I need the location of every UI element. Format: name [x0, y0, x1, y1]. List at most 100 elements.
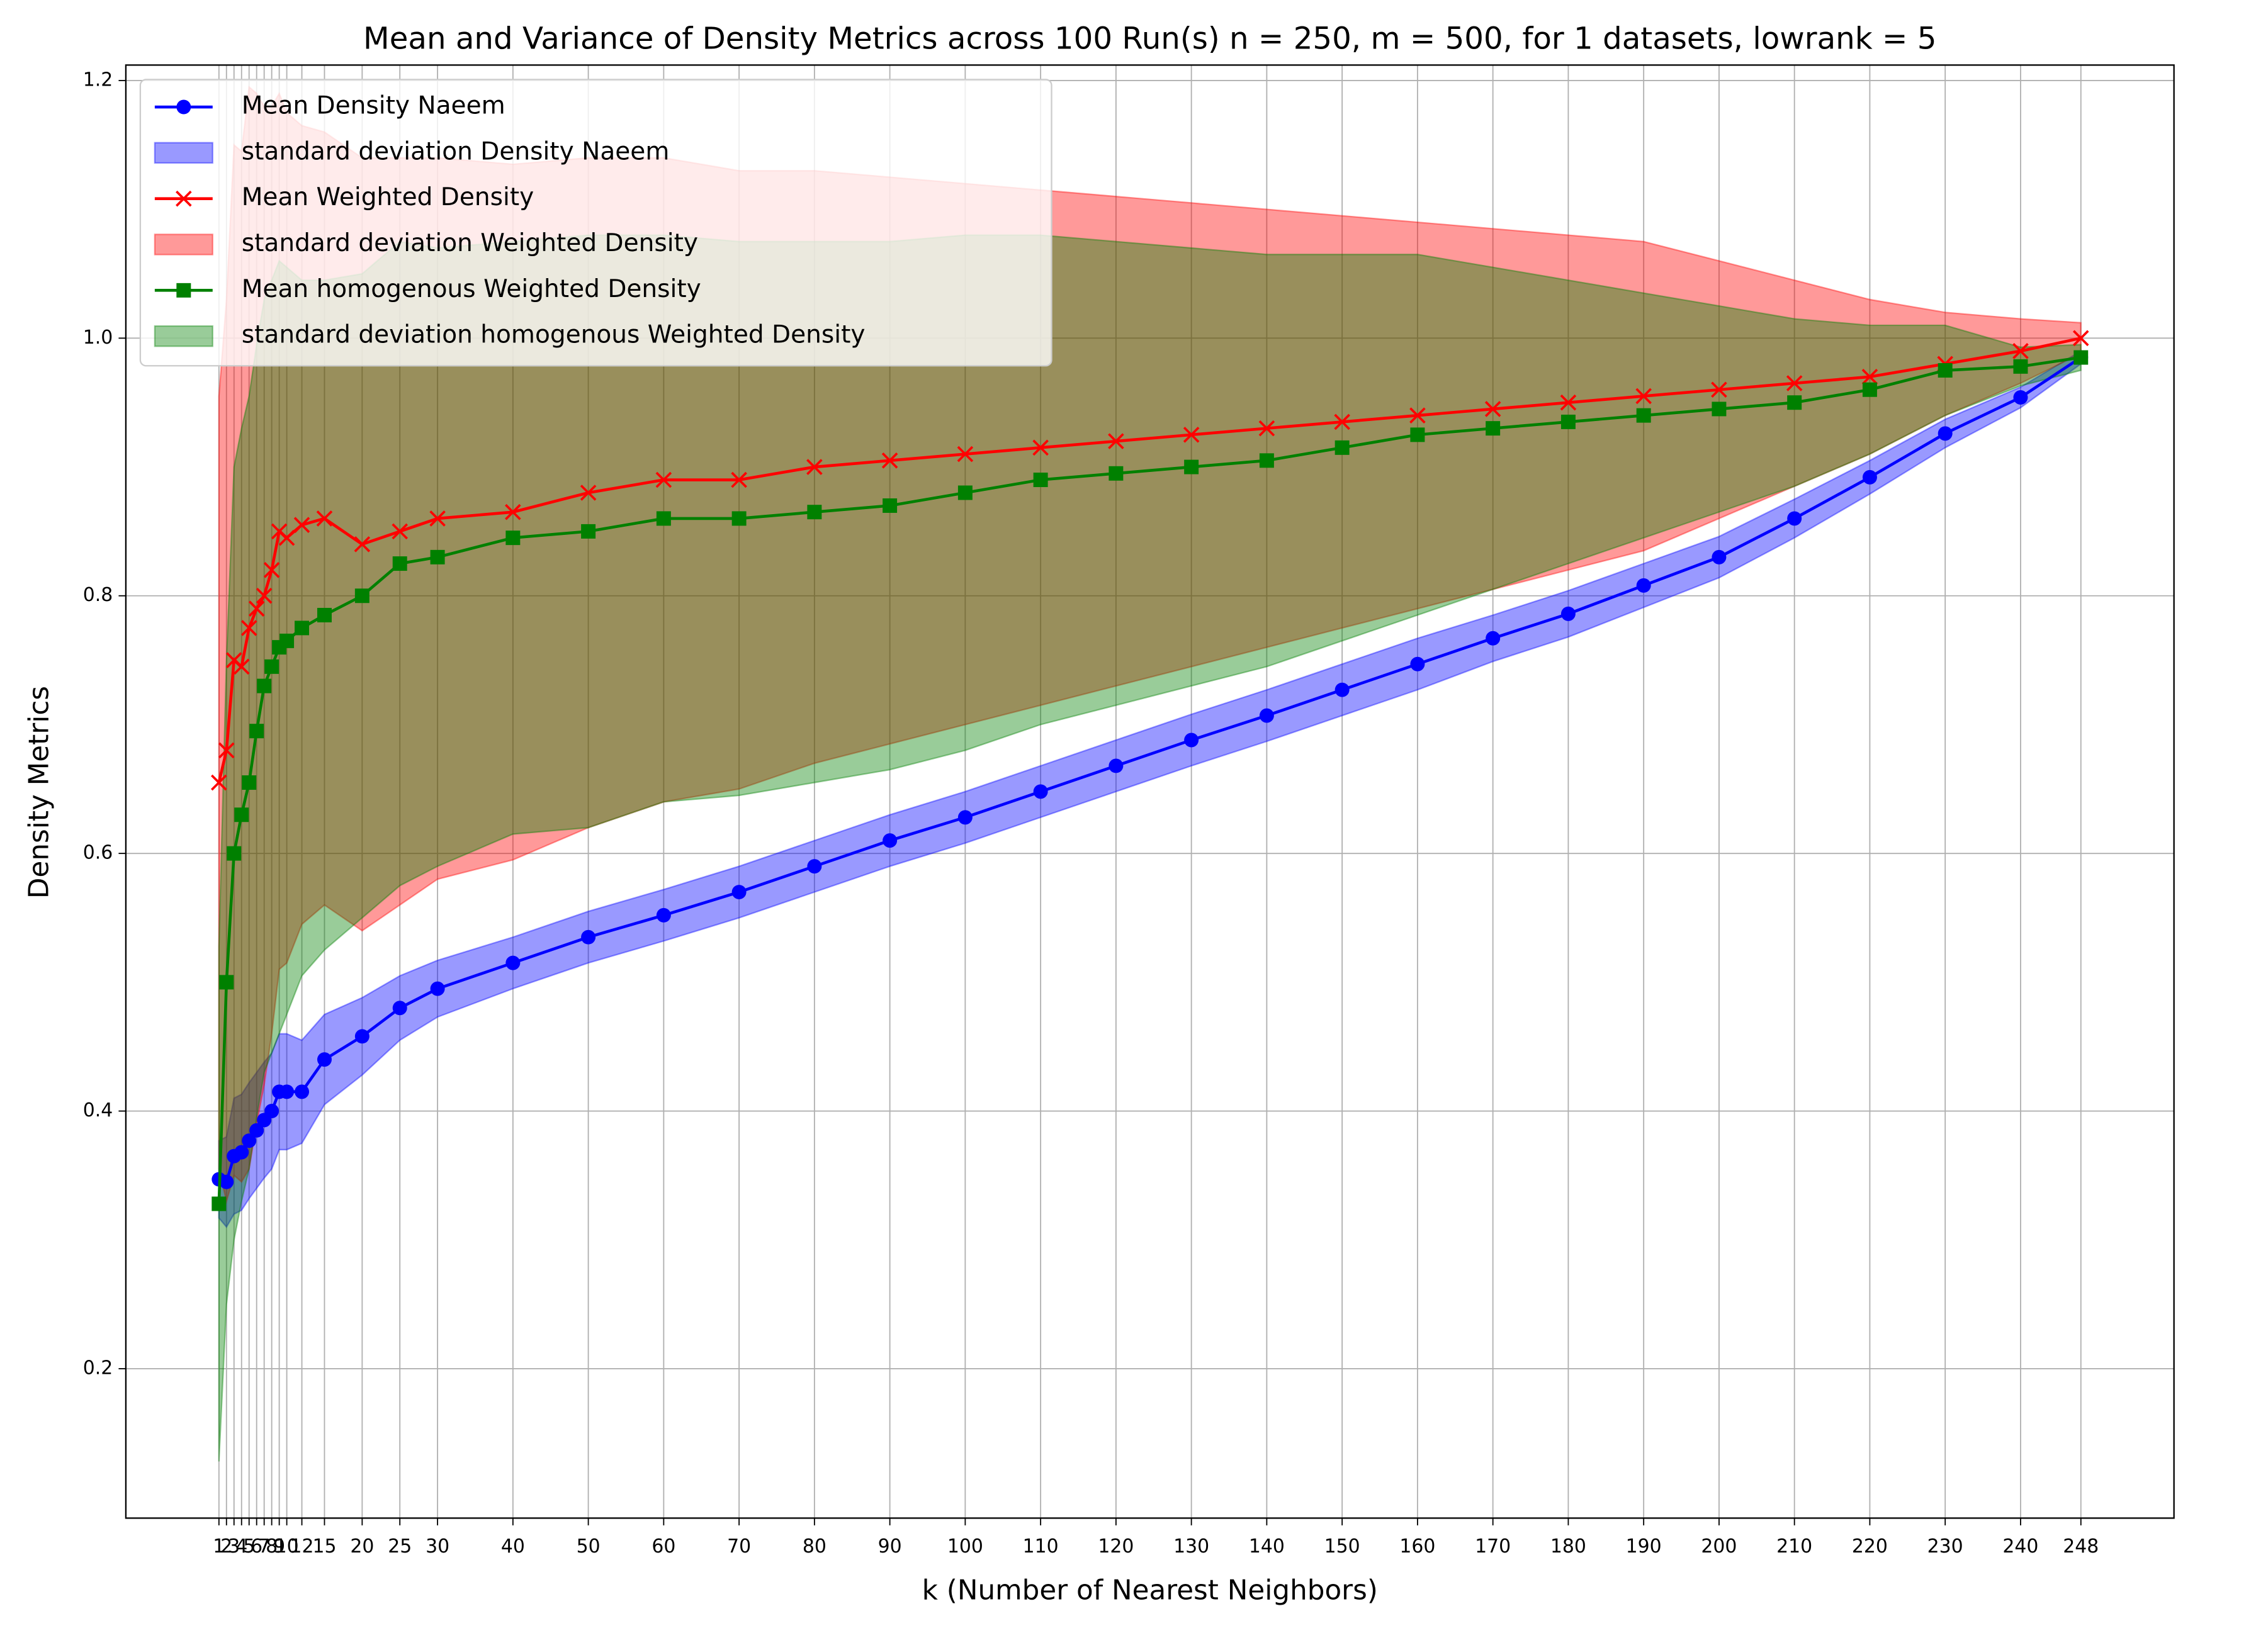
legend-label: Mean Weighted Density [242, 183, 534, 211]
x-tick-label: 3 [228, 1535, 240, 1558]
legend-label: Mean Density Naeem [242, 92, 505, 120]
x-tick-label: 40 [501, 1535, 525, 1558]
point [1334, 682, 1350, 697]
point [1636, 408, 1651, 423]
x-tick-label: 130 [1173, 1535, 1209, 1558]
x-tick-label: 170 [1475, 1535, 1511, 1558]
point [1712, 401, 1727, 417]
point [505, 503, 521, 520]
point [1108, 433, 1124, 449]
x-tick-label: 5 [243, 1535, 255, 1558]
x-tick-label: 240 [2002, 1535, 2038, 1558]
point [731, 511, 747, 526]
x-tick-label: 248 [2063, 1535, 2099, 1558]
x-tick-label: 230 [1927, 1535, 1963, 1558]
y-tick-label: 0.4 [83, 1099, 113, 1121]
point [1560, 606, 1576, 621]
point [1712, 549, 1727, 564]
x-tick-label: 200 [1701, 1535, 1737, 1558]
point [1711, 381, 1727, 398]
point [1033, 784, 1048, 799]
y-axis-label: Density Metrics [23, 686, 55, 899]
point [1109, 758, 1124, 773]
point [392, 556, 407, 571]
point [1938, 363, 1953, 378]
point [233, 658, 250, 675]
point [656, 907, 671, 923]
point [581, 524, 596, 539]
point [731, 885, 747, 900]
x-tick-label: 160 [1399, 1535, 1435, 1558]
point [2013, 390, 2028, 405]
x-tick-label: 100 [947, 1535, 983, 1558]
point [1409, 407, 1426, 424]
point [1183, 427, 1200, 443]
point [806, 459, 823, 475]
point [1486, 421, 1501, 436]
x-tick-label: 4 [235, 1535, 247, 1558]
point [295, 620, 310, 636]
point [249, 1123, 264, 1138]
point [581, 929, 596, 945]
x-tick-label: 7 [258, 1535, 270, 1558]
x-tick-label: 60 [652, 1535, 675, 1558]
legend-box [139, 79, 1052, 367]
x-tick-label: 2 [220, 1535, 232, 1558]
y-tick-label: 1.2 [83, 69, 113, 91]
point [242, 775, 257, 790]
point [227, 846, 242, 861]
point [1334, 413, 1350, 430]
y-tick-label: 0.8 [83, 584, 113, 606]
point [219, 975, 234, 990]
point [1560, 414, 1576, 429]
point [580, 485, 597, 501]
point [1259, 708, 1274, 723]
y-tick-label: 0.2 [83, 1357, 113, 1379]
x-tick-label: 120 [1098, 1535, 1134, 1558]
point [234, 1145, 249, 1160]
x-tick-label: 1 [213, 1535, 225, 1558]
x-tick-label: 9 [273, 1535, 285, 1558]
point [1410, 656, 1425, 671]
legend-marker [176, 190, 192, 207]
legend-label: standard deviation homogenous Weighted D… [242, 321, 866, 349]
point [248, 600, 265, 617]
point [1560, 394, 1577, 411]
point [1258, 420, 1275, 437]
x-tick-label: 150 [1324, 1535, 1360, 1558]
point [278, 529, 295, 546]
point [2013, 359, 2028, 374]
point [1862, 382, 1877, 397]
point [1862, 469, 1877, 485]
point [1486, 631, 1501, 646]
point [957, 446, 974, 463]
point [1033, 473, 1048, 488]
point [392, 1001, 407, 1016]
chart-title: Mean and Variance of Density Metrics acr… [363, 21, 1936, 56]
point [807, 859, 822, 874]
point [1109, 466, 1124, 481]
point [1787, 511, 1802, 526]
point [957, 810, 973, 825]
point [263, 562, 280, 578]
point [430, 549, 445, 564]
legend-label: standard deviation Weighted Density [242, 229, 698, 257]
x-tick-label: 140 [1249, 1535, 1285, 1558]
point [505, 955, 521, 970]
point [316, 510, 333, 527]
point [881, 452, 898, 469]
point [257, 678, 272, 693]
y-tick-label: 1.0 [83, 327, 113, 349]
x-tick-label: 190 [1626, 1535, 1662, 1558]
point [256, 587, 273, 604]
x-tick-label: 6 [251, 1535, 262, 1558]
point [2073, 350, 2089, 365]
point [1410, 427, 1425, 442]
x-tick-label: 20 [350, 1535, 374, 1558]
point [317, 607, 332, 622]
point [1938, 426, 1953, 441]
axes-frame [125, 64, 2175, 1519]
point [2072, 330, 2089, 347]
x-tick-label: 12 [290, 1535, 314, 1558]
